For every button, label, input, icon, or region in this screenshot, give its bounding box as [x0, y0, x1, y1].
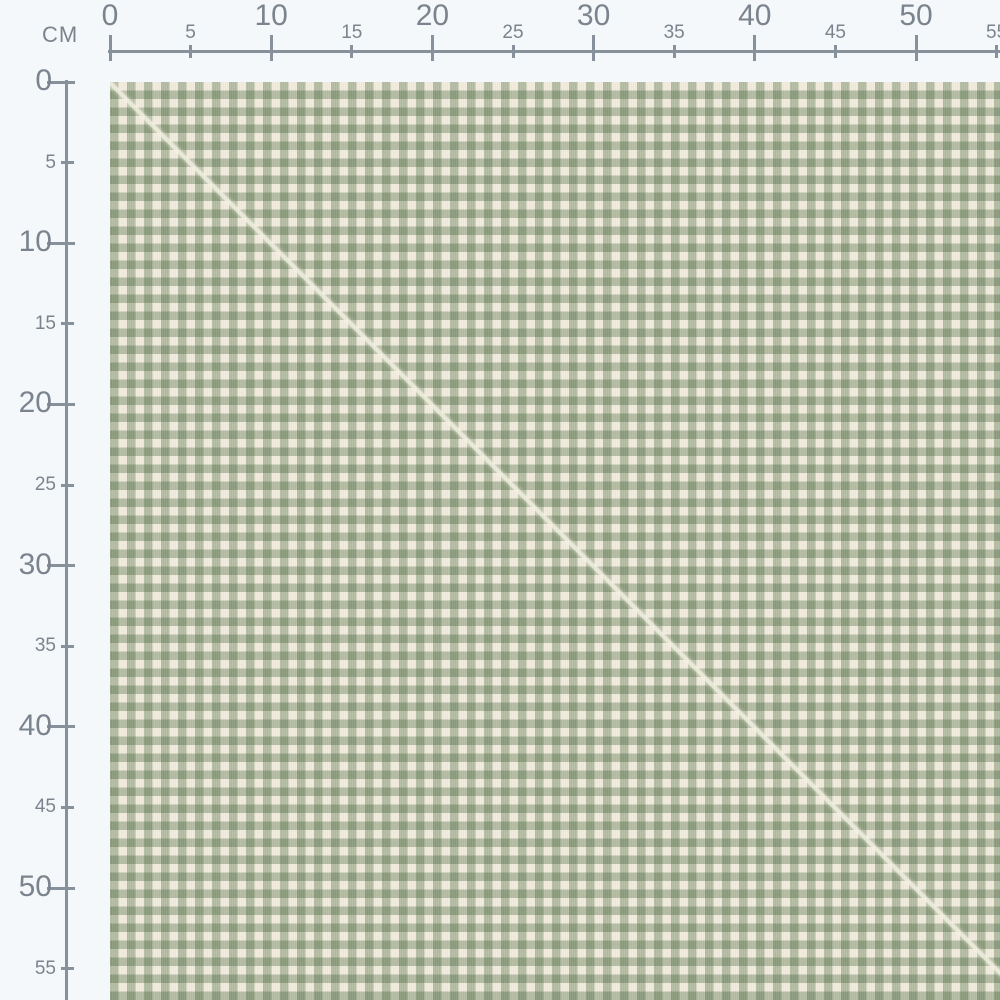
top-ruler-tick-label: 5: [185, 22, 196, 43]
top-ruler-tick-label: 35: [663, 22, 685, 43]
diagonal-fold-line: [110, 82, 1000, 1000]
left-ruler-tick: [61, 644, 74, 648]
top-ruler-tick: [511, 45, 515, 58]
top-ruler-tick: [430, 35, 434, 61]
top-ruler-tick: [833, 45, 837, 58]
top-ruler-tick: [269, 35, 273, 61]
left-ruler-tick-label: 5: [45, 151, 56, 173]
left-ruler-tick: [47, 241, 75, 245]
left-ruler-tick: [47, 80, 75, 84]
left-ruler-tick: [61, 483, 74, 487]
top-ruler-tick-label: 15: [341, 22, 363, 43]
left-ruler-tick-label: 45: [34, 796, 56, 818]
top-ruler-tick-label: 30: [576, 0, 611, 32]
top-ruler-tick: [592, 35, 596, 61]
top-ruler-tick: [995, 45, 999, 58]
top-ruler-tick-label: 0: [101, 0, 119, 32]
left-ruler-tick-label: 15: [34, 312, 56, 334]
left-ruler-tick-label: 0: [35, 64, 52, 97]
top-ruler-tick: [350, 45, 354, 58]
top-ruler-tick-label: 50: [899, 0, 933, 32]
ruler-unit-label: CM: [42, 22, 79, 47]
left-ruler-tick: [47, 402, 75, 406]
top-ruler-tick: [914, 35, 918, 61]
left-ruler-tick-label: 10: [18, 225, 52, 259]
top-ruler-tick: [672, 45, 676, 58]
top-ruler-tick-label: 40: [738, 0, 772, 32]
left-ruler-tick-label: 20: [18, 386, 52, 420]
left-ruler-tick: [47, 725, 75, 729]
left-ruler-tick-label: 30: [18, 547, 52, 581]
left-ruler-tick: [61, 161, 74, 165]
left-ruler-tick-label: 35: [34, 635, 56, 657]
left-ruler-line: [65, 80, 68, 1000]
top-ruler-tick-label: 45: [824, 22, 846, 43]
top-ruler-tick-label: 25: [502, 22, 524, 43]
left-ruler-tick-label: 50: [18, 870, 52, 903]
top-ruler-tick-label: 55: [986, 22, 1000, 43]
left-ruler-tick: [61, 805, 74, 809]
left-ruler-tick: [61, 322, 74, 326]
top-ruler-tick: [108, 35, 112, 61]
top-ruler-tick: [753, 35, 757, 61]
left-ruler-tick: [47, 886, 75, 890]
top-ruler-tick-label: 20: [415, 0, 450, 32]
left-ruler-tick-label: 25: [34, 474, 56, 495]
left-ruler-tick-label: 40: [18, 708, 52, 742]
left-ruler-tick-label: 55: [34, 957, 56, 979]
left-ruler-tick: [47, 564, 75, 568]
top-ruler-tick-label: 10: [254, 0, 288, 32]
top-ruler-tick: [189, 45, 193, 58]
gingham-fabric-swatch: [110, 82, 1000, 1000]
left-ruler-tick: [61, 967, 74, 971]
top-ruler-line: [108, 50, 1000, 53]
